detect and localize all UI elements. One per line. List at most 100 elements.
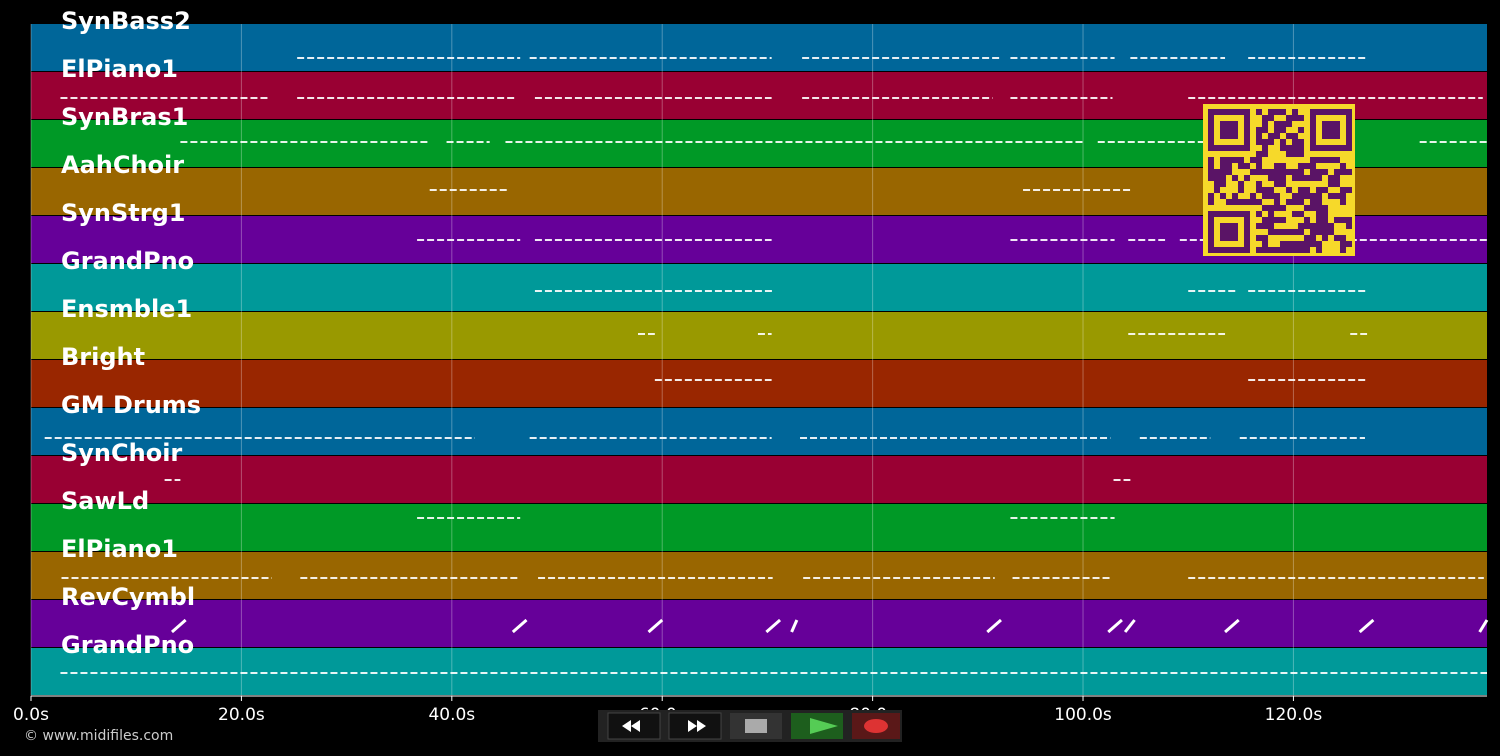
qr-module — [1334, 193, 1340, 199]
qr-module — [1322, 169, 1328, 175]
qr-module — [1262, 217, 1268, 223]
qr-module — [1214, 187, 1220, 193]
qr-module — [1268, 115, 1274, 121]
qr-module — [1208, 175, 1214, 181]
track-name: RevCymbl — [61, 583, 195, 611]
qr-module — [1286, 247, 1292, 253]
qr-module — [1274, 199, 1280, 205]
qr-module — [1238, 199, 1244, 205]
rewind-button[interactable] — [607, 712, 661, 740]
qr-module — [1256, 157, 1262, 163]
qr-module — [1304, 241, 1310, 247]
qr-module — [1232, 157, 1238, 163]
track-row — [31, 264, 1487, 311]
qr-module — [1220, 223, 1238, 241]
qr-module — [1304, 235, 1310, 241]
forward-button[interactable] — [668, 712, 722, 740]
qr-module — [1226, 169, 1232, 175]
qr-module — [1316, 229, 1322, 235]
qr-module — [1280, 169, 1286, 175]
qr-module — [1214, 181, 1220, 187]
qr-module — [1274, 229, 1280, 235]
qr-module — [1256, 163, 1262, 169]
track-row — [31, 552, 1487, 599]
qr-module — [1292, 133, 1298, 139]
qr-module — [1292, 145, 1298, 151]
track-name: SawLd — [61, 487, 149, 515]
qr-module — [1262, 193, 1268, 199]
qr-module — [1298, 139, 1304, 145]
qr-module — [1280, 175, 1286, 181]
qr-module — [1340, 247, 1346, 253]
play-button[interactable] — [791, 713, 843, 739]
qr-module — [1262, 139, 1268, 145]
note — [1123, 619, 1136, 633]
qr-module — [1316, 187, 1322, 193]
qr-module — [1268, 175, 1274, 181]
qr-module — [1316, 241, 1322, 247]
qr-module — [1274, 175, 1280, 181]
x-tick-label: 20.0s — [218, 705, 265, 725]
qr-module — [1250, 199, 1256, 205]
qr-module — [1274, 133, 1280, 139]
qr-module — [1256, 235, 1262, 241]
qr-module — [1298, 247, 1304, 253]
qr-module — [1328, 223, 1334, 229]
qr-module — [1298, 169, 1304, 175]
qr-module — [1208, 169, 1214, 175]
note — [1358, 618, 1375, 634]
qr-module — [1292, 115, 1298, 121]
qr-module — [1256, 247, 1262, 253]
qr-module — [1262, 187, 1268, 193]
qr-module — [1346, 187, 1352, 193]
stop-button[interactable] — [730, 713, 782, 739]
qr-module — [1280, 181, 1286, 187]
qr-module — [1322, 205, 1328, 211]
qr-module — [1274, 163, 1280, 169]
qr-module — [1310, 157, 1316, 163]
qr-module — [1220, 181, 1226, 187]
x-tick-label: 100.0s — [1054, 705, 1112, 725]
qr-module — [1274, 181, 1280, 187]
qr-module — [1280, 139, 1286, 145]
qr-module — [1316, 157, 1322, 163]
track-row — [31, 360, 1487, 407]
qr-module — [1346, 217, 1352, 223]
qr-module — [1334, 175, 1340, 181]
qr-module — [1286, 199, 1292, 205]
qr-module — [1256, 133, 1262, 139]
qr-module — [1292, 193, 1298, 199]
qr-module — [1280, 241, 1286, 247]
qr-module — [1316, 169, 1322, 175]
transport-controls — [598, 710, 902, 742]
qr-module — [1298, 199, 1304, 205]
qr-module — [1298, 145, 1304, 151]
qr-module — [1226, 199, 1232, 205]
qr-module — [1292, 109, 1298, 115]
qr-module — [1268, 205, 1274, 211]
qr-module — [1304, 163, 1310, 169]
qr-module — [1322, 211, 1328, 217]
qr-module — [1286, 145, 1292, 151]
qr-module — [1262, 205, 1268, 211]
qr-module — [1268, 229, 1274, 235]
qr-module — [1274, 121, 1280, 127]
record-button[interactable] — [852, 713, 900, 739]
qr-module — [1298, 193, 1304, 199]
qr-module — [1286, 121, 1292, 127]
track-name: GM Drums — [61, 391, 201, 419]
qr-module — [1298, 175, 1304, 181]
note — [1107, 618, 1123, 634]
track-name: AahChoir — [61, 151, 184, 179]
qr-module — [1244, 163, 1250, 169]
qr-module — [1346, 223, 1352, 229]
qr-module — [1262, 235, 1268, 241]
qr-module — [1304, 193, 1310, 199]
track-row — [31, 24, 1487, 71]
qr-module — [1274, 109, 1280, 115]
qr-module — [1286, 151, 1292, 157]
qr-module — [1280, 247, 1286, 253]
qr-module — [1226, 157, 1232, 163]
note — [790, 619, 799, 633]
qr-module — [1298, 241, 1304, 247]
